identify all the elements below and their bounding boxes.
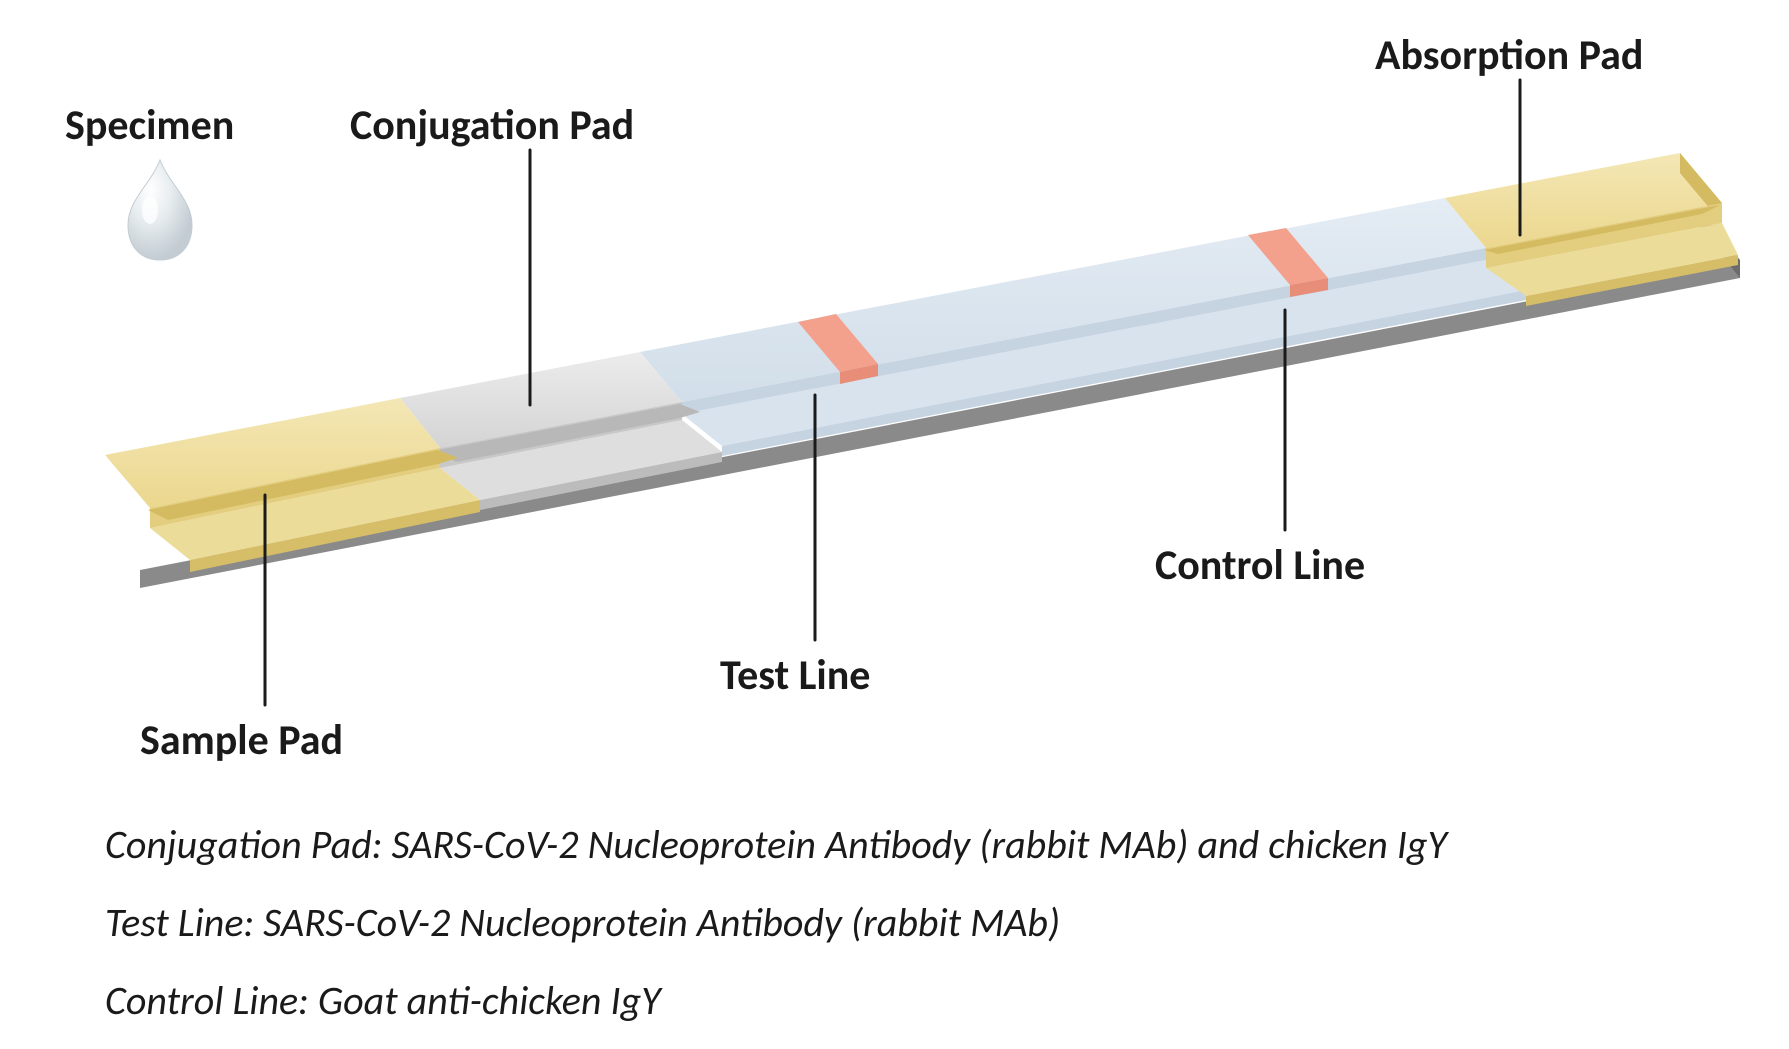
diagram-stage: Specimen Conjugation Pad Absorption Pad … — [0, 0, 1789, 1049]
lateral-flow-strip-svg — [0, 0, 1789, 1049]
label-conjugation-pad: Conjugation Pad — [350, 100, 634, 151]
label-sample-pad: Sample Pad — [140, 715, 343, 766]
label-control-line: Control Line — [1155, 540, 1365, 591]
caption-conjugation-pad: Conjugation Pad: SARS-CoV-2 Nucleoprotei… — [105, 820, 1447, 869]
caption-control-line: Control Line: Goat anti-chicken IgY — [105, 976, 661, 1025]
label-absorption-pad: Absorption Pad — [1375, 30, 1643, 81]
caption-test-line: Test Line: SARS-CoV-2 Nucleoprotein Anti… — [105, 898, 1060, 947]
label-test-line: Test Line — [720, 650, 870, 701]
label-specimen: Specimen — [65, 100, 234, 151]
specimen-droplet-icon — [128, 160, 192, 260]
